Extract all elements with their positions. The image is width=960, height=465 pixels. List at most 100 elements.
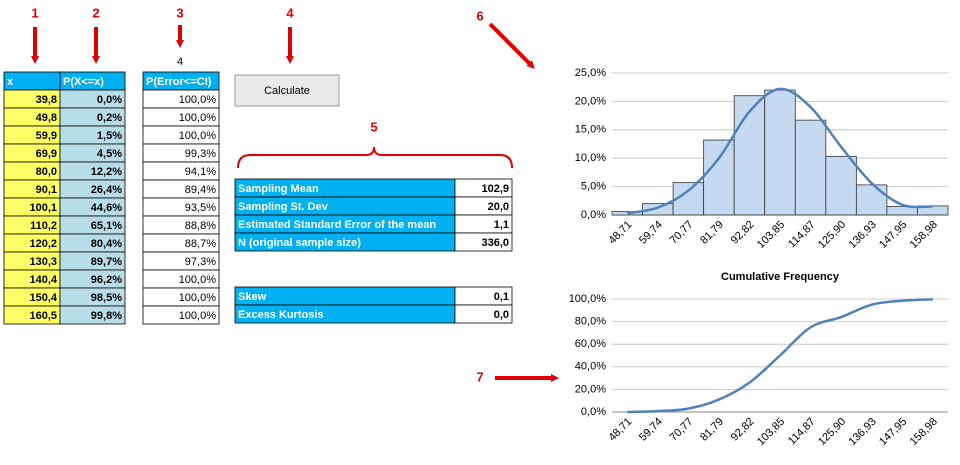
- cell-text: 100,0%: [179, 310, 217, 322]
- bar: [825, 156, 857, 216]
- bar: [703, 139, 735, 216]
- step-number: 4: [286, 5, 294, 20]
- cell-text: 130,3: [29, 256, 57, 268]
- x-tick-label: 92,82: [729, 416, 757, 444]
- input-value: 4: [177, 56, 183, 68]
- x-tick-label: 81,79: [698, 219, 726, 247]
- x-tick-label: 48,71: [606, 416, 634, 444]
- cell-text: 99,8%: [91, 310, 122, 322]
- cell-text: 69,9: [36, 148, 57, 160]
- arrow: [488, 22, 535, 69]
- bar: [794, 119, 827, 216]
- x-tick-label: 136,93: [847, 219, 879, 251]
- cell-text: P(X<=x): [63, 76, 104, 88]
- x-tick-label: 158,98: [908, 219, 940, 251]
- x-tick-label: 114,87: [786, 219, 818, 251]
- cell-text: 99,3%: [185, 148, 216, 160]
- cell-text: Sampling St. Dev: [238, 201, 329, 213]
- x-tick-label: 158,98: [908, 416, 940, 448]
- x-tick-label: 125,90: [816, 416, 848, 448]
- calculate-button[interactable]: [234, 74, 340, 107]
- cell-text: 110,2: [30, 220, 57, 232]
- x-tick-label: 48,71: [606, 219, 634, 247]
- cell-text: N (original sample size): [238, 237, 361, 249]
- step-number: 5: [370, 119, 377, 134]
- cell: [454, 304, 513, 324]
- cell-text: 26,4%: [91, 184, 122, 196]
- y-tick-label: 0,0%: [581, 406, 606, 418]
- cell-text: Excess Kurtosis: [238, 309, 324, 321]
- arrows: [31, 22, 559, 382]
- step-number: 7: [476, 369, 483, 384]
- x-tick-label: 103,85: [755, 416, 787, 448]
- cell-text: 100,1: [29, 202, 57, 214]
- button-label[interactable]: Calculate: [264, 85, 310, 97]
- cell-text: 96,2%: [91, 274, 122, 286]
- x-tick-label: 59,74: [637, 416, 665, 444]
- step-number: 2: [92, 5, 99, 20]
- y-tick-label: 40,0%: [575, 361, 606, 373]
- y-tick-label: 25,0%: [575, 67, 606, 79]
- cell-text: 100,0%: [179, 274, 217, 286]
- bar: [855, 184, 888, 216]
- y-tick-label: 15,0%: [575, 124, 606, 136]
- cell-text: 1,5%: [97, 130, 122, 142]
- bar: [733, 95, 766, 216]
- y-tick-label: 20,0%: [575, 383, 606, 395]
- cell-text: 49,8: [36, 112, 57, 124]
- x-tick-label: 59,74: [637, 219, 665, 247]
- y-tick-label: 60,0%: [575, 338, 606, 350]
- x-tick-label: 70,77: [668, 219, 696, 247]
- cell-text: 88,7%: [185, 238, 216, 250]
- cell-text: 140,4: [29, 274, 57, 286]
- cell-text: 4,5%: [97, 148, 122, 160]
- cell: [142, 305, 220, 325]
- x-tick-label: 81,79: [698, 416, 726, 444]
- cell-text: 100,0%: [179, 94, 217, 106]
- y-tick-label: 5,0%: [581, 181, 606, 193]
- cell-text: 0,1: [494, 291, 509, 303]
- cell-text: Skew: [238, 291, 267, 303]
- bar: [764, 89, 796, 216]
- cell-text: 65,1%: [91, 220, 122, 232]
- step-number: 3: [176, 5, 183, 20]
- x-tick-label: 92,82: [729, 219, 757, 247]
- y-tick-label: 20,0%: [575, 95, 606, 107]
- x-tick-label: 70,77: [668, 416, 696, 444]
- cell-text: 160,5: [29, 310, 57, 322]
- cell-text: 100,0%: [179, 292, 217, 304]
- cell-text: 0,0%: [97, 94, 122, 106]
- x-tick-label: 125,90: [816, 219, 848, 251]
- cell-text: 94,1%: [185, 166, 216, 178]
- step-number: 1: [31, 5, 38, 20]
- cell-text: 100,0%: [179, 112, 217, 124]
- x-tick-label: 147,95: [877, 416, 909, 448]
- cell-text: 12,2%: [91, 166, 122, 178]
- cell-text: 97,3%: [185, 256, 216, 268]
- x-tick-label: 147,95: [877, 219, 909, 251]
- cell-text: x: [7, 76, 14, 88]
- cell: [59, 305, 126, 325]
- cell-text: 120,2: [29, 238, 57, 250]
- cell-text: P(Error<=CI): [146, 76, 212, 88]
- x-tick-label: 136,93: [847, 416, 879, 448]
- cell-text: Estimated Standard Error of the mean: [238, 219, 436, 231]
- cell-text: 0,0: [494, 309, 509, 321]
- cell-text: Sampling Mean: [238, 183, 319, 195]
- cell-text: 336,0: [481, 237, 509, 249]
- chart-title: Cumulative Frequency: [721, 271, 840, 283]
- cell-text: 80,0: [36, 166, 57, 178]
- y-tick-label: 0,0%: [581, 209, 606, 221]
- cell-text: 90,1: [36, 184, 57, 196]
- cell-text: 89,7%: [91, 256, 122, 268]
- cell: [454, 232, 513, 252]
- y-tick-label: 100,0%: [569, 293, 607, 305]
- cell-text: 102,9: [481, 183, 509, 195]
- cell-text: 88,8%: [185, 220, 216, 232]
- line: [627, 87, 933, 215]
- step-number: 6: [476, 8, 483, 23]
- cell-text: 100,0%: [179, 130, 217, 142]
- cell-text: 0,2%: [97, 112, 122, 124]
- cell-text: 80,4%: [91, 238, 122, 250]
